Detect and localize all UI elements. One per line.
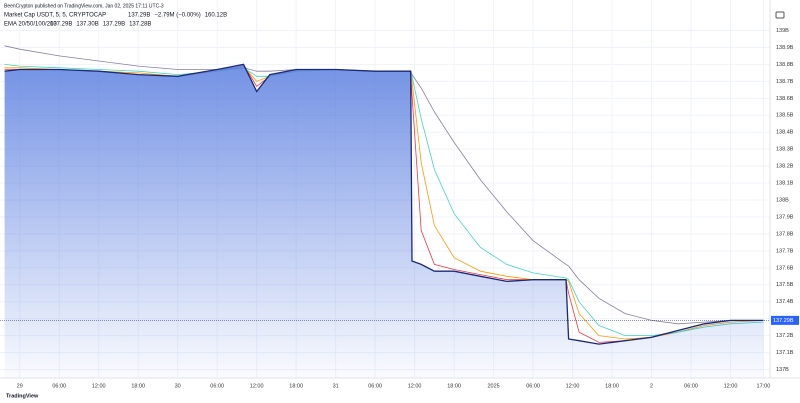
y-tick-label: 138.6B: [776, 96, 794, 102]
y-tick-label: 138.2B: [776, 164, 794, 170]
quote-value: 160.12B: [205, 13, 227, 19]
x-tick-label: 30: [175, 383, 181, 389]
y-tick-label: 137.8B: [776, 231, 794, 237]
x-tick-label: 12:00: [92, 383, 106, 389]
x-tick-label: 12:00: [566, 383, 580, 389]
ema-line: [4, 64, 764, 336]
last-price-box: [771, 315, 799, 325]
y-tick-label: 137.2B: [776, 333, 794, 339]
y-tick-label: 137.9B: [776, 214, 794, 220]
area: [4, 64, 764, 379]
ema-value: 137.30B: [76, 22, 98, 28]
last-price-label: 137.29B: [773, 318, 794, 324]
y-tick-label: 138.1B: [776, 181, 794, 187]
y-tick-label: 138.5B: [776, 113, 794, 119]
header: BeenCrypton published on TradingView.com…: [4, 3, 164, 9]
symbol: Market Cap USDT, 5, 5, CRYPTOCAP: [4, 13, 106, 19]
y-tick-label: 137.6B: [776, 265, 794, 271]
x-tick-label: 29: [17, 383, 23, 389]
x-tick-label: 31: [333, 383, 339, 389]
y-tick-label: 138.4B: [776, 130, 794, 136]
y-tick-label: 137B: [776, 367, 789, 373]
y-tick-label: 137.5B: [776, 282, 794, 288]
x-tick-label: 12:00: [724, 383, 738, 389]
y-tick-label: 138.7B: [776, 79, 794, 85]
y-tick-label: 138.3B: [776, 147, 794, 153]
x-tick-label: 18:00: [289, 383, 303, 389]
y-tick-label: 137.1B: [776, 350, 794, 356]
y-tick-label: 138.8B: [776, 62, 794, 68]
x-tick-label: 06:00: [526, 383, 540, 389]
ema-line: [4, 45, 764, 325]
x-tick-label: 06:00: [210, 383, 224, 389]
x-tick-label: 18:00: [605, 383, 619, 389]
ema-value: 137.29B: [50, 22, 72, 28]
x-tick-label: 17:00: [757, 383, 771, 389]
ema-label: EMA 20/50/100/200: [4, 22, 57, 28]
y-tick-label: 139B: [776, 28, 789, 34]
x-tick-label: 06:00: [52, 383, 66, 389]
x-tick-label: 06:00: [684, 383, 698, 389]
x-tick-label: 12:00: [250, 383, 264, 389]
ema-value: 137.29B: [103, 22, 125, 28]
y-tick-label: 137.7B: [776, 248, 794, 254]
y-tick-label: 138B: [776, 197, 789, 203]
x-tick-label: 2: [650, 383, 653, 389]
quote-value: −2.79M (−0.00%): [154, 13, 200, 19]
y-tick-label: 137.4B: [776, 299, 794, 305]
y-tick-label: 138.9B: [776, 45, 794, 51]
x-tick-label: 06:00: [368, 383, 382, 389]
x-tick-label: 18:00: [131, 383, 145, 389]
ema-value: 137.28B: [129, 22, 151, 28]
x-tick-label: 2025: [487, 383, 499, 389]
footer-logo[interactable]: TradingView: [6, 393, 39, 399]
quote-value: 137.29B: [128, 13, 150, 19]
x-tick-label: 18:00: [447, 383, 461, 389]
x-tick-label: 12:00: [408, 383, 422, 389]
camera-icon[interactable]: [775, 11, 785, 19]
price-line: [4, 63, 764, 345]
